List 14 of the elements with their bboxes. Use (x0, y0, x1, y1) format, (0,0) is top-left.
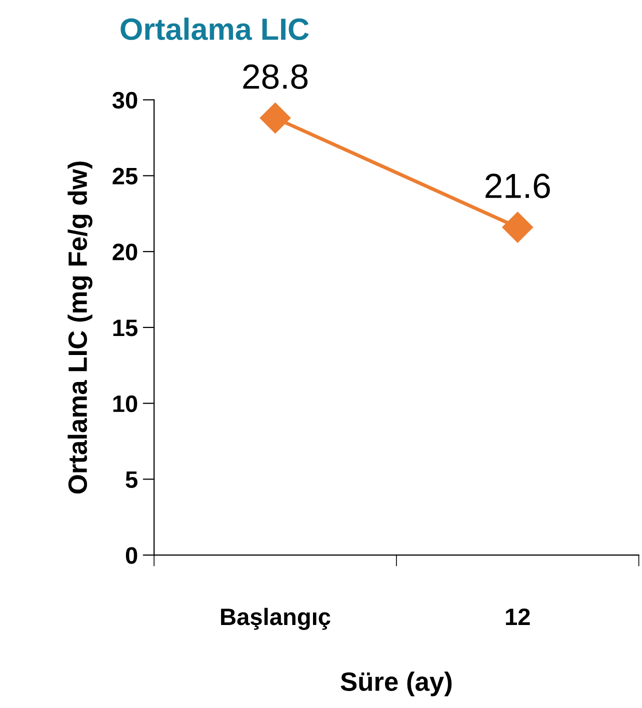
y-tick-label: 30 (112, 92, 138, 109)
x-tick-label: 12 (506, 608, 530, 625)
data-label: 21.6 (486, 174, 550, 198)
y-tick-label: 0 (126, 547, 138, 564)
y-tick-label: 25 (112, 168, 138, 184)
x-axis-title: Süre (ay) (340, 672, 452, 696)
x-tick-label: Başlangıç (221, 608, 330, 630)
y-tick-label: 5 (126, 472, 138, 488)
y-tick-label: 20 (112, 244, 138, 260)
y-tick-label: 15 (113, 320, 138, 336)
y-tick-label: 10 (113, 395, 138, 412)
y-axis-title: Ortalama LIC (mg Fe/g dw) (68, 162, 92, 494)
data-label: 28.8 (243, 64, 308, 89)
chart-title: Ortalama LIC (120, 18, 309, 40)
